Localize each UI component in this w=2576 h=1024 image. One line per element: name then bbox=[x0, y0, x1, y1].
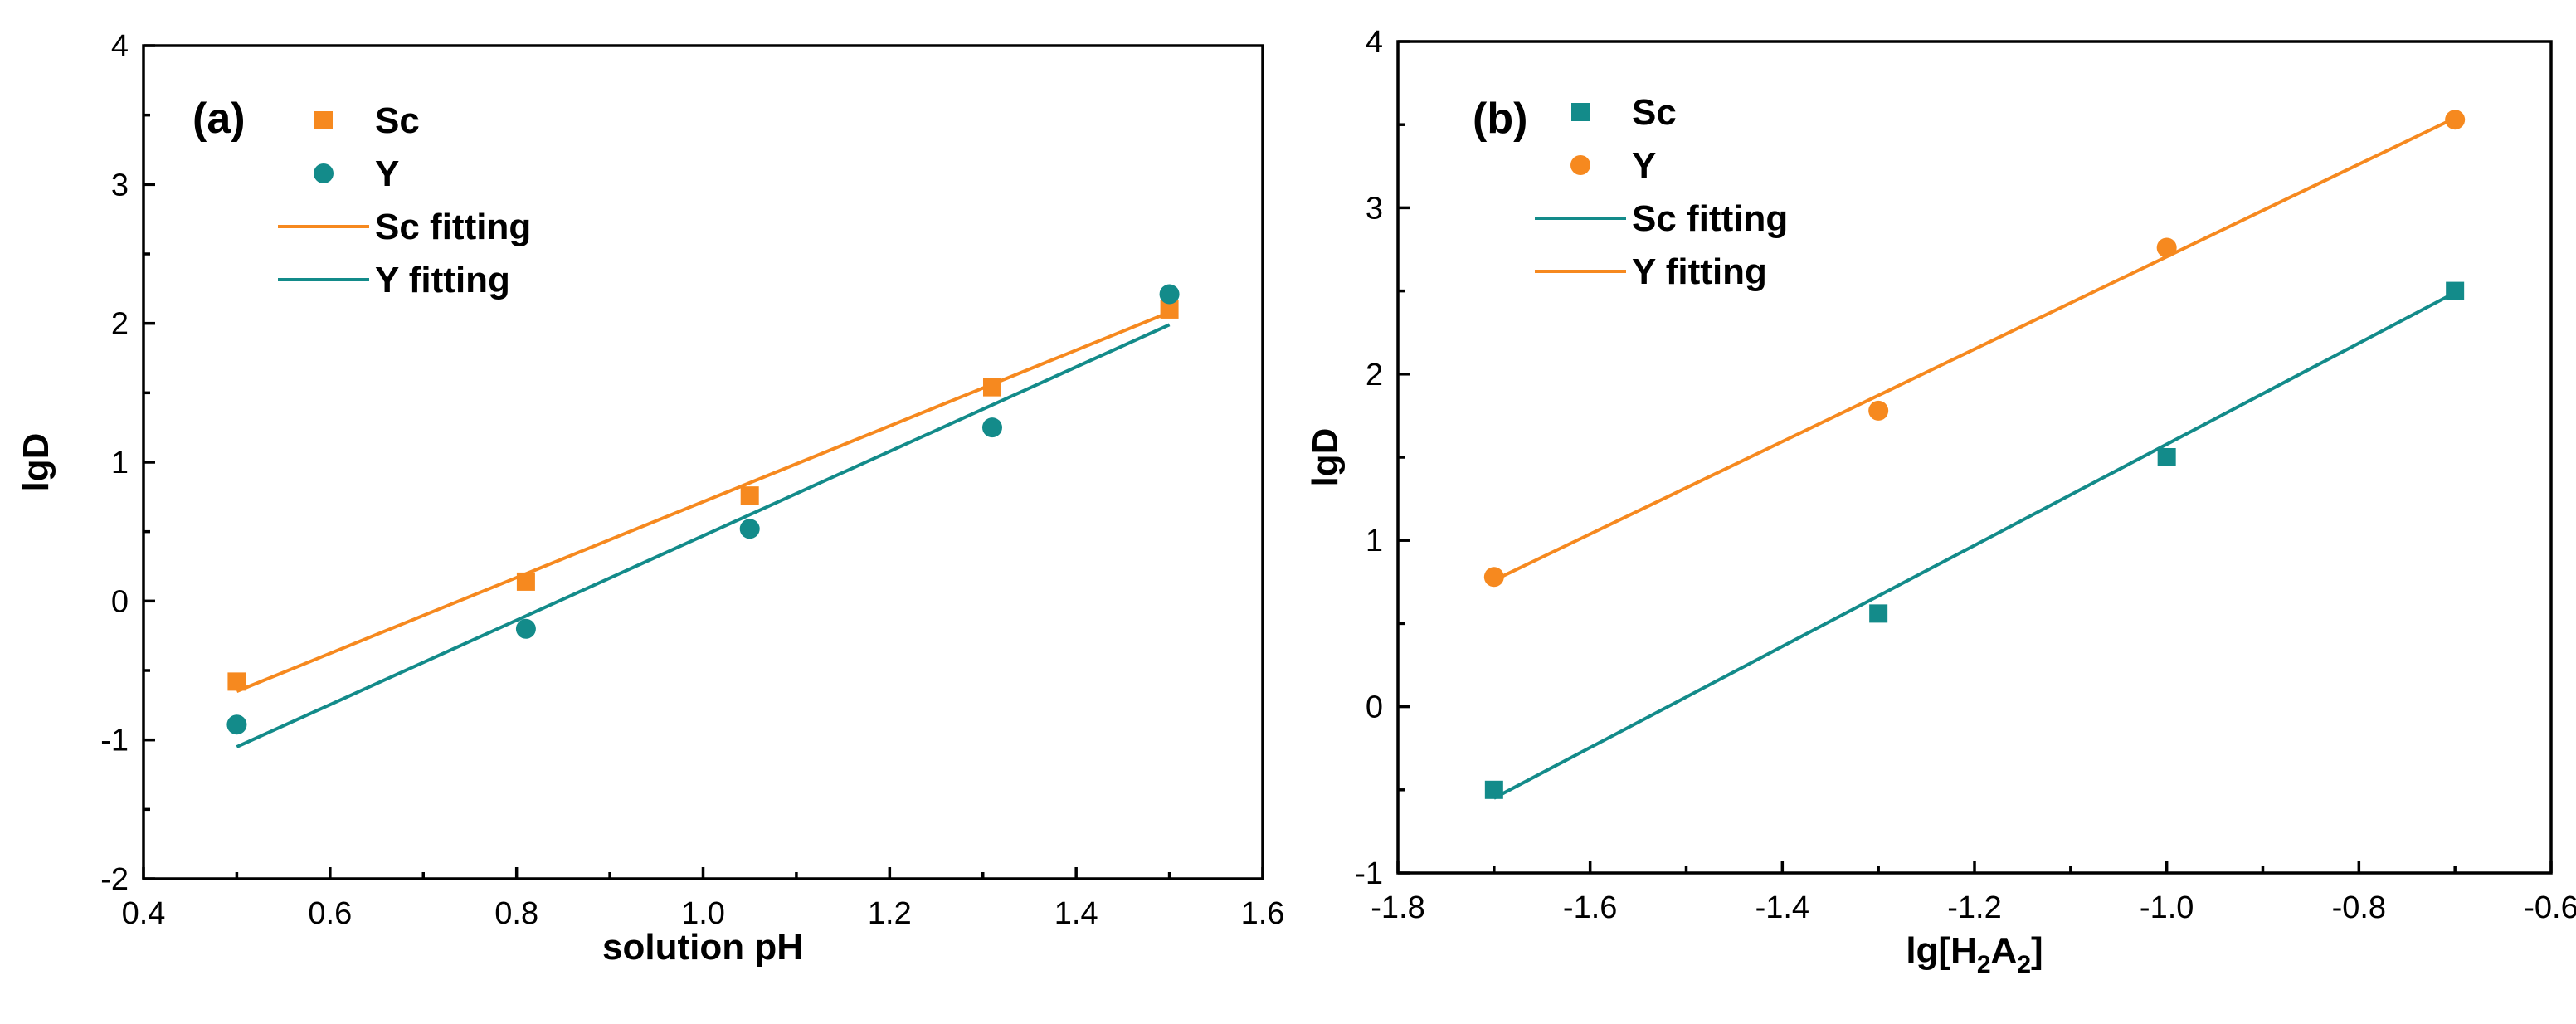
chart-panel-b: -1.8 -1.6 -1.4 -1.2 -1.0 -0.8 -0.6 -1 0 1 2 3 4 lgD lg… bbox=[1305, 25, 2576, 978]
panel-label: (a) bbox=[192, 95, 246, 143]
data-point bbox=[740, 486, 759, 505]
chart-panel-a: 0.4 0.6 0.8 1.0 1.2 1.4 1.6 -2 -1 0 1 2 3 4 lgD solutio… bbox=[16, 29, 1284, 968]
data-point bbox=[516, 572, 535, 591]
y-tick-label: 0 bbox=[111, 584, 129, 619]
x-tick-label: -0.6 bbox=[2524, 890, 2576, 925]
legend-marker bbox=[314, 111, 333, 129]
y-tick-label: 1 bbox=[111, 446, 129, 480]
data-point bbox=[2445, 110, 2466, 130]
data-point bbox=[2156, 237, 2177, 258]
y-tick-label: 2 bbox=[111, 307, 129, 342]
data-point bbox=[2446, 281, 2465, 300]
data-point bbox=[227, 672, 246, 691]
x-tick-label: 1.4 bbox=[1054, 896, 1098, 931]
x-tick-label: -1.0 bbox=[2140, 890, 2194, 925]
legend-marker bbox=[314, 163, 334, 183]
x-tick-label: -0.8 bbox=[2332, 890, 2386, 925]
x-tick-label: 1.0 bbox=[681, 896, 725, 931]
legend-label: Y fitting bbox=[375, 260, 510, 300]
legend-label: Y fitting bbox=[1632, 251, 1767, 292]
data-point bbox=[739, 519, 760, 539]
legend-label: Y bbox=[1632, 145, 1656, 186]
data-point bbox=[1160, 300, 1179, 319]
data-point bbox=[226, 714, 247, 735]
fit-line bbox=[1493, 290, 2457, 800]
legend-label: Sc bbox=[375, 100, 420, 141]
y-tick-label: -1 bbox=[100, 724, 129, 758]
fit-line bbox=[1493, 116, 2457, 583]
y-axis-label: lgD bbox=[16, 433, 56, 492]
x-tick-label: -1.4 bbox=[1755, 890, 1809, 925]
data-point bbox=[1868, 400, 1889, 421]
y-axis-label: lgD bbox=[1305, 428, 1346, 487]
y-tick-label: 0 bbox=[1366, 690, 1383, 725]
legend: Sc Y Sc fitting Y fitting bbox=[278, 100, 531, 300]
fit-line bbox=[236, 310, 1171, 693]
x-tick-label: 0.8 bbox=[494, 896, 538, 931]
data-point bbox=[981, 417, 1002, 438]
y-tick-label: -1 bbox=[1355, 856, 1383, 891]
y-tick-label: 4 bbox=[1366, 25, 1383, 60]
data-point bbox=[982, 378, 1001, 397]
data-point bbox=[515, 618, 536, 639]
x-axis-label: solution pH bbox=[602, 927, 803, 968]
legend-label: Sc bbox=[1632, 92, 1677, 133]
legend-marker bbox=[1571, 103, 1590, 121]
y-tick-label: 3 bbox=[111, 168, 129, 202]
y-tick-label: 4 bbox=[111, 29, 129, 64]
data-point bbox=[1483, 567, 1504, 588]
y-tick-label: 3 bbox=[1366, 191, 1383, 226]
legend: Sc Y Sc fitting Y fitting bbox=[1535, 92, 1788, 292]
legend-label: Sc fitting bbox=[375, 207, 531, 247]
x-tick-label: 0.6 bbox=[308, 896, 352, 931]
legend-marker bbox=[1570, 155, 1590, 175]
y-tick-label: -2 bbox=[100, 862, 129, 897]
data-point bbox=[1159, 284, 1180, 305]
x-tick-label: -1.2 bbox=[1947, 890, 2001, 925]
x-tick-label: 1.6 bbox=[1241, 896, 1285, 931]
data-point bbox=[2157, 448, 2176, 466]
legend-label: Y bbox=[375, 154, 399, 194]
fit-line bbox=[236, 323, 1171, 748]
data-point bbox=[1484, 780, 1503, 799]
x-tick-label: -1.8 bbox=[1371, 890, 1424, 925]
y-tick-label: 2 bbox=[1366, 358, 1383, 393]
plot-frame bbox=[142, 44, 1264, 880]
x-tick-label: 0.4 bbox=[122, 896, 166, 931]
x-tick-label: -1.6 bbox=[1563, 890, 1617, 925]
y-tick-label: 1 bbox=[1366, 524, 1383, 558]
legend-label: Sc fitting bbox=[1632, 198, 1788, 239]
data-point bbox=[1869, 604, 1888, 623]
x-axis-label: lg[H2A2] bbox=[1906, 930, 2043, 978]
panel-label: (b) bbox=[1473, 95, 1527, 143]
x-tick-label: 1.2 bbox=[868, 896, 912, 931]
